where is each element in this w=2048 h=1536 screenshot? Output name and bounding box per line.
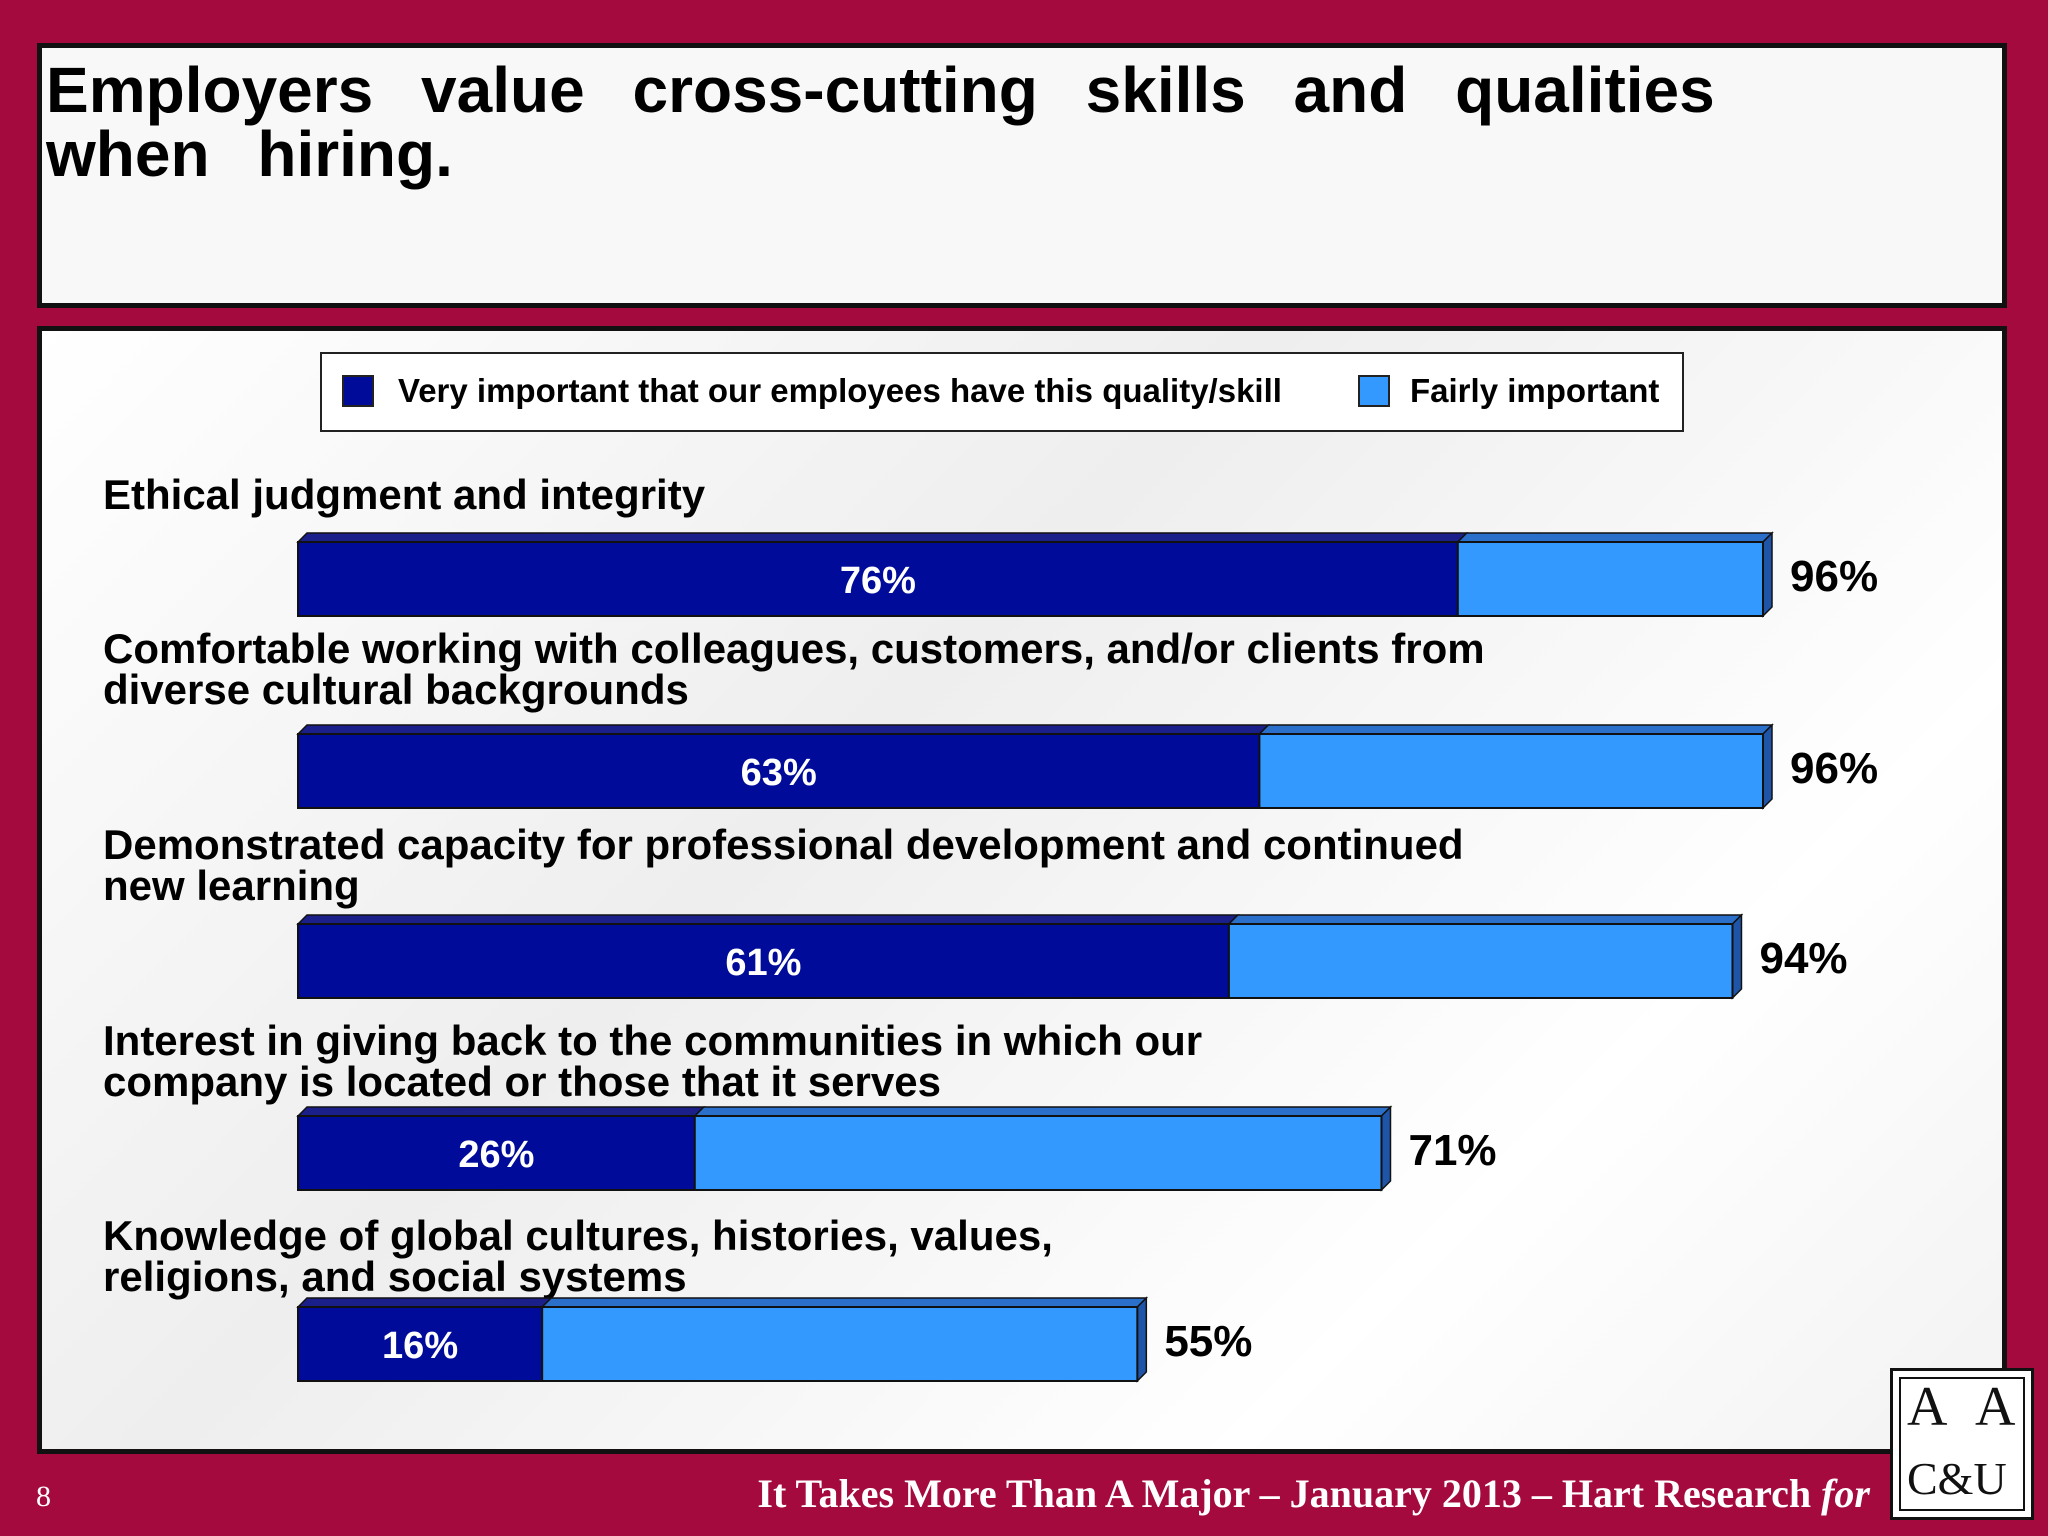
bar-very-important (297, 923, 1230, 999)
category-label: Comfortable working with colleagues, cus… (103, 625, 1663, 713)
bar-top-face-fairly-important (1455, 532, 1774, 543)
category-label-line: Ethical judgment and integrity (103, 471, 706, 518)
bar-very-important (297, 1306, 544, 1382)
category-label-line: Knowledge of global cultures, histories,… (103, 1212, 1053, 1259)
category-label-line: Comfortable working with colleagues, cus… (103, 625, 1485, 672)
legend: Very important that our employees have t… (320, 352, 1684, 432)
bar-fairly-important (541, 1306, 1139, 1382)
data-label-very-important: 76% (840, 560, 916, 602)
bar-top-face-fairly-important (692, 1106, 1393, 1117)
total-label: 96% (1790, 552, 1878, 601)
data-label-very-important: 26% (458, 1134, 534, 1176)
bar-fairly-important (1258, 733, 1764, 809)
total-label: 96% (1790, 744, 1878, 793)
category-label-line: new learning (103, 862, 360, 909)
bar-top-face-fairly-important (540, 1297, 1149, 1308)
bar-side-face (1136, 1296, 1148, 1383)
bar-very-important (297, 1115, 696, 1191)
bar-top-face-very-important (296, 724, 1271, 735)
category-label-line: Demonstrated capacity for professional d… (103, 821, 1464, 868)
category-label: Ethical judgment and integrity (103, 471, 1663, 518)
bar-fairly-important (1227, 923, 1734, 999)
page-number: 8 (36, 1480, 51, 1513)
total-label: 71% (1408, 1126, 1496, 1175)
category-label: Interest in giving back to the communiti… (103, 1017, 1663, 1105)
category-label-line: religions, and social systems (103, 1253, 687, 1300)
total-label: 94% (1759, 934, 1847, 983)
bar-fairly-important (1456, 541, 1764, 617)
data-label-very-important: 61% (725, 942, 801, 984)
legend-label-fairly-important: Fairly important (1410, 372, 1660, 409)
legend-swatch-fairly-important (1358, 375, 1390, 407)
logo-letters-cu: C&U (1907, 1453, 2007, 1504)
bar-top-face-very-important (296, 914, 1240, 925)
footer-citation-for: for (1821, 1471, 1870, 1516)
legend-swatch-very-important (342, 375, 374, 407)
data-label-very-important: 16% (382, 1325, 458, 1367)
logo-letter-a1: A (1907, 1376, 1948, 1438)
logo-letter-a2: A (1975, 1376, 2016, 1438)
logo-frame (1899, 1377, 2025, 1511)
bar-top-face-very-important (296, 1297, 553, 1308)
aacu-logo: A A C&U (1890, 1368, 2034, 1520)
data-label-very-important: 63% (741, 752, 817, 794)
bar-side-face (1731, 913, 1743, 1000)
category-label: Knowledge of global cultures, histories,… (103, 1212, 1663, 1300)
bar-side-face (1380, 1105, 1392, 1192)
bar-very-important (297, 733, 1261, 809)
bar-side-face (1762, 723, 1773, 810)
bar-side-face (1762, 531, 1773, 618)
category-label-line: Interest in giving back to the communiti… (103, 1017, 1203, 1064)
chart-panel (37, 326, 2007, 1454)
footer-citation-text: It Takes More Than A Major – January 201… (757, 1471, 1812, 1516)
legend-label-very-important: Very important that our employees have t… (398, 372, 1282, 409)
category-label-line: company is located or those that it serv… (103, 1058, 941, 1105)
category-label-line: diverse cultural backgrounds (103, 666, 689, 713)
bar-top-face-very-important (296, 1106, 706, 1117)
footer-citation: It Takes More Than A Major – January 201… (757, 1470, 1870, 1517)
bar-fairly-important (693, 1115, 1383, 1191)
bar-top-face-fairly-important (1257, 724, 1774, 735)
bar-top-face-fairly-important (1227, 914, 1744, 925)
title-panel (37, 43, 2007, 308)
total-label: 55% (1164, 1317, 1252, 1366)
bar-top-face-very-important (296, 532, 1469, 543)
page-title: Employers value cross-cutting skills and… (46, 54, 1715, 190)
category-label: Demonstrated capacity for professional d… (103, 821, 1663, 909)
